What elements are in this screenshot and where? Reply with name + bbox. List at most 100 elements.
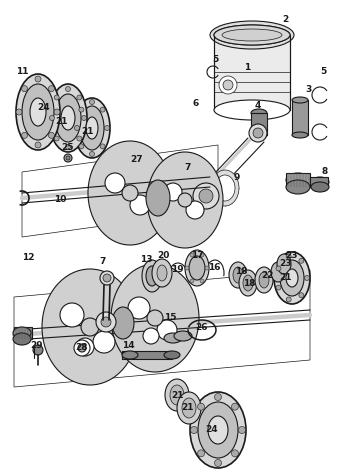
Circle shape bbox=[215, 459, 221, 466]
Ellipse shape bbox=[210, 21, 294, 49]
Circle shape bbox=[90, 152, 94, 156]
Circle shape bbox=[231, 450, 238, 457]
Ellipse shape bbox=[190, 392, 246, 468]
Circle shape bbox=[64, 154, 72, 162]
Ellipse shape bbox=[164, 351, 180, 359]
Circle shape bbox=[65, 144, 71, 150]
Text: 5: 5 bbox=[212, 56, 218, 65]
Ellipse shape bbox=[165, 379, 189, 411]
Bar bbox=[292, 100, 308, 135]
Circle shape bbox=[93, 331, 115, 353]
Text: 24: 24 bbox=[38, 104, 50, 113]
Circle shape bbox=[128, 297, 150, 319]
Text: 19: 19 bbox=[171, 266, 183, 275]
Text: 10: 10 bbox=[54, 196, 66, 205]
Circle shape bbox=[35, 76, 41, 82]
Ellipse shape bbox=[13, 327, 31, 339]
Circle shape bbox=[101, 317, 111, 327]
Circle shape bbox=[164, 183, 182, 201]
Circle shape bbox=[33, 345, 43, 355]
Circle shape bbox=[215, 393, 221, 400]
Ellipse shape bbox=[211, 170, 239, 206]
Circle shape bbox=[238, 427, 246, 434]
Ellipse shape bbox=[222, 29, 282, 41]
Circle shape bbox=[219, 76, 237, 94]
Bar bbox=[122, 351, 172, 359]
Circle shape bbox=[299, 293, 304, 298]
Ellipse shape bbox=[182, 398, 196, 418]
Ellipse shape bbox=[222, 29, 282, 41]
Circle shape bbox=[200, 253, 204, 257]
Bar bbox=[14, 327, 32, 339]
Ellipse shape bbox=[49, 84, 87, 152]
Circle shape bbox=[66, 156, 70, 160]
Text: 15: 15 bbox=[164, 314, 176, 323]
Circle shape bbox=[76, 338, 94, 356]
Circle shape bbox=[199, 189, 213, 203]
Ellipse shape bbox=[185, 250, 209, 286]
Circle shape bbox=[205, 266, 209, 270]
Circle shape bbox=[48, 133, 54, 138]
Circle shape bbox=[82, 115, 86, 121]
Circle shape bbox=[100, 107, 105, 112]
Text: 6: 6 bbox=[193, 98, 199, 107]
Circle shape bbox=[186, 201, 204, 219]
Ellipse shape bbox=[214, 100, 290, 120]
Ellipse shape bbox=[147, 152, 223, 248]
Bar bbox=[214, 35, 290, 110]
Ellipse shape bbox=[152, 259, 172, 287]
Ellipse shape bbox=[280, 260, 304, 296]
Text: 8: 8 bbox=[322, 168, 328, 177]
Text: 12: 12 bbox=[22, 253, 34, 262]
Circle shape bbox=[65, 86, 71, 92]
Circle shape bbox=[130, 195, 150, 215]
Circle shape bbox=[143, 328, 159, 344]
Text: 24: 24 bbox=[206, 426, 218, 435]
Ellipse shape bbox=[42, 269, 138, 385]
Text: 18: 18 bbox=[235, 267, 247, 276]
Ellipse shape bbox=[233, 267, 243, 283]
Circle shape bbox=[286, 254, 291, 259]
Ellipse shape bbox=[170, 385, 184, 405]
Text: 29: 29 bbox=[31, 341, 43, 350]
Text: 5: 5 bbox=[320, 67, 326, 76]
Circle shape bbox=[200, 279, 204, 283]
Text: 28: 28 bbox=[76, 342, 88, 352]
Circle shape bbox=[81, 318, 99, 336]
Circle shape bbox=[103, 274, 111, 282]
Text: 23: 23 bbox=[279, 258, 291, 267]
Bar bbox=[286, 173, 310, 187]
Bar bbox=[310, 177, 328, 187]
Ellipse shape bbox=[142, 260, 162, 292]
Circle shape bbox=[198, 403, 204, 410]
Text: 11: 11 bbox=[16, 67, 28, 76]
Ellipse shape bbox=[229, 262, 247, 288]
Ellipse shape bbox=[55, 94, 81, 142]
Circle shape bbox=[276, 285, 281, 290]
Circle shape bbox=[231, 403, 238, 410]
Ellipse shape bbox=[311, 177, 329, 187]
Circle shape bbox=[249, 124, 267, 142]
Circle shape bbox=[100, 144, 105, 149]
Ellipse shape bbox=[146, 266, 158, 286]
Ellipse shape bbox=[274, 252, 310, 304]
Ellipse shape bbox=[22, 84, 54, 140]
Ellipse shape bbox=[146, 180, 170, 216]
Ellipse shape bbox=[157, 265, 167, 281]
Ellipse shape bbox=[255, 267, 273, 293]
Text: 2: 2 bbox=[282, 16, 288, 25]
Text: 26: 26 bbox=[196, 323, 208, 332]
Text: 21: 21 bbox=[182, 402, 194, 411]
Circle shape bbox=[304, 276, 310, 281]
Circle shape bbox=[77, 136, 82, 141]
Text: 16: 16 bbox=[208, 264, 220, 273]
Ellipse shape bbox=[86, 117, 98, 139]
Ellipse shape bbox=[30, 98, 46, 126]
Circle shape bbox=[54, 136, 59, 141]
Bar bbox=[251, 113, 267, 135]
Circle shape bbox=[49, 115, 55, 121]
Ellipse shape bbox=[164, 333, 182, 343]
Text: 23: 23 bbox=[285, 250, 297, 259]
Circle shape bbox=[100, 271, 114, 285]
Text: 21: 21 bbox=[56, 117, 68, 126]
